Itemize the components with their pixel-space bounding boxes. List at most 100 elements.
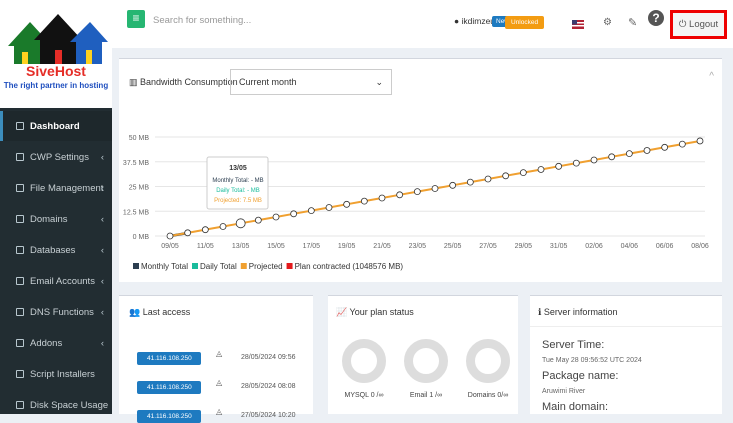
legend-label: Daily Total <box>200 262 237 271</box>
ip-button[interactable]: 41.116.108.250 <box>137 410 201 423</box>
package-name: Aruwimi River <box>542 388 586 395</box>
legend-label: Plan contracted (1048576 MB) <box>295 262 404 271</box>
x-tick-label: 31/05 <box>550 243 568 250</box>
ip-button[interactable]: 41.116.108.250 <box>137 352 201 365</box>
nav-item[interactable]: Script Installers <box>0 359 112 389</box>
logout-button[interactable]: ⏻ Logout <box>670 10 727 39</box>
search-box[interactable]: Search for something... <box>153 15 252 26</box>
y-tick-label: 25 MB <box>129 185 150 192</box>
nav-label: Script Installers <box>30 368 95 380</box>
nav-icon <box>16 246 24 254</box>
nav-label: Email Accounts <box>30 275 95 287</box>
data-point <box>272 213 280 221</box>
data-point <box>378 194 386 202</box>
plan-donut <box>404 339 448 383</box>
x-tick-label: 09/05 <box>161 243 179 250</box>
nav-icon <box>16 308 24 316</box>
nav-item[interactable]: Disk Space Usage <box>0 390 112 420</box>
access-icon: ◬ <box>216 378 223 387</box>
data-point <box>555 162 563 170</box>
logo-name: SiveHost <box>26 63 86 79</box>
plan-status-panel: 📈 Your plan status MYSQL 0 /∞ Email 1 /∞ D… <box>328 295 518 414</box>
flag-icon[interactable] <box>572 20 584 29</box>
tooltip-projected: Projected: 7.5 MB <box>214 198 262 204</box>
data-point <box>608 153 616 161</box>
nav-item[interactable]: Dashboard <box>0 111 112 141</box>
nav-item[interactable]: Databases ‹ <box>0 235 112 265</box>
ip-text: 41.116.108.250 <box>147 413 192 420</box>
data-point <box>343 200 351 208</box>
data-point <box>519 169 527 177</box>
username[interactable]: ● ikdimzeu <box>454 16 496 26</box>
data-point <box>235 218 246 229</box>
access-date: 27/05/2024 10:20 <box>241 412 296 419</box>
server-time: Tue May 28 09:56:52 UTC 2024 <box>542 357 642 364</box>
data-point <box>590 156 598 164</box>
x-tick-label: 29/05 <box>515 243 533 250</box>
data-point <box>678 140 686 148</box>
x-tick-label: 08/06 <box>691 243 709 250</box>
help-icon[interactable]: ? <box>648 10 664 26</box>
plan-status-title-text: Your plan status <box>349 307 414 317</box>
tooltip-date: 13/05 <box>229 165 247 172</box>
nav-label: Dashboard <box>30 120 80 132</box>
x-tick-label: 25/05 <box>444 243 462 250</box>
legend-swatch <box>286 263 293 269</box>
bandwidth-title-text: Bandwidth Consumption <box>140 77 238 87</box>
data-point <box>449 181 457 189</box>
period-select-text: Current month <box>239 77 297 87</box>
x-tick-label: 15/05 <box>267 243 285 250</box>
x-tick-label: 11/05 <box>197 243 214 250</box>
access-date: 28/05/2024 09:56 <box>241 354 296 361</box>
brush-icon[interactable]: ✎ <box>628 17 638 29</box>
ip-text: 41.116.108.250 <box>147 384 192 391</box>
nav-icon <box>16 122 24 130</box>
data-point <box>572 159 580 167</box>
x-tick-label: 17/05 <box>303 243 321 250</box>
server-info-panel: ℹ Server information Server Time: Tue Ma… <box>530 295 722 414</box>
domain-label: Main domain: <box>542 401 609 413</box>
data-point <box>484 175 492 183</box>
legend-label: Monthly Total <box>141 262 188 271</box>
settings-icon[interactable]: ⚙ <box>603 17 612 28</box>
nav-item[interactable]: DNS Functions ‹ <box>0 297 112 327</box>
data-point <box>431 185 439 192</box>
data-point <box>254 216 262 224</box>
legend-label: Projected <box>249 262 283 271</box>
username-text: ikdimzeu <box>461 16 496 26</box>
ip-button[interactable]: 41.116.108.250 <box>137 381 201 394</box>
plan-status-title: 📈 Your plan status <box>336 307 414 317</box>
logo-tagline: The right partner in hosting <box>4 81 109 90</box>
data-point <box>537 166 545 173</box>
collapse-button[interactable]: ^ <box>709 71 714 82</box>
access-icon: ◬ <box>216 407 223 416</box>
plan-donut <box>342 339 386 383</box>
logo-art: SiveHost The right partner in hosting <box>4 14 109 90</box>
period-select[interactable]: Current month ⌄ <box>230 69 392 95</box>
nav-icon <box>16 339 24 347</box>
nav-item[interactable]: CWP Settings ‹ <box>0 142 112 172</box>
data-point <box>466 178 474 186</box>
x-tick-label: 06/06 <box>656 243 674 250</box>
y-tick-label: 12.5 MB <box>123 209 149 216</box>
data-point <box>696 137 704 145</box>
access-icon: ◬ <box>216 349 223 358</box>
nav-item[interactable]: Email Accounts ‹ <box>0 266 112 296</box>
nav-label: Databases <box>30 244 76 256</box>
data-point <box>396 191 404 199</box>
nav-item[interactable]: Addons ‹ <box>0 328 112 358</box>
nav-label: File Management <box>30 182 104 194</box>
server-info-title: ℹ Server information <box>538 307 618 317</box>
tooltip-daily: Daily Total: - MB <box>216 188 260 194</box>
menu-button[interactable]: ≡ <box>127 10 145 28</box>
access-date: 28/05/2024 08:08 <box>241 383 296 390</box>
nav-item[interactable]: File Management ‹ <box>0 173 112 203</box>
data-point <box>625 150 633 158</box>
unlocked-badge: Unlocked <box>505 16 545 29</box>
y-tick-label: 37.5 MB <box>123 160 149 167</box>
nav-icon <box>16 215 24 223</box>
nav-item[interactable]: Domains ‹ <box>0 204 112 234</box>
server-time-label: Server Time: <box>542 339 605 351</box>
last-access-title-text: Last access <box>142 307 191 317</box>
